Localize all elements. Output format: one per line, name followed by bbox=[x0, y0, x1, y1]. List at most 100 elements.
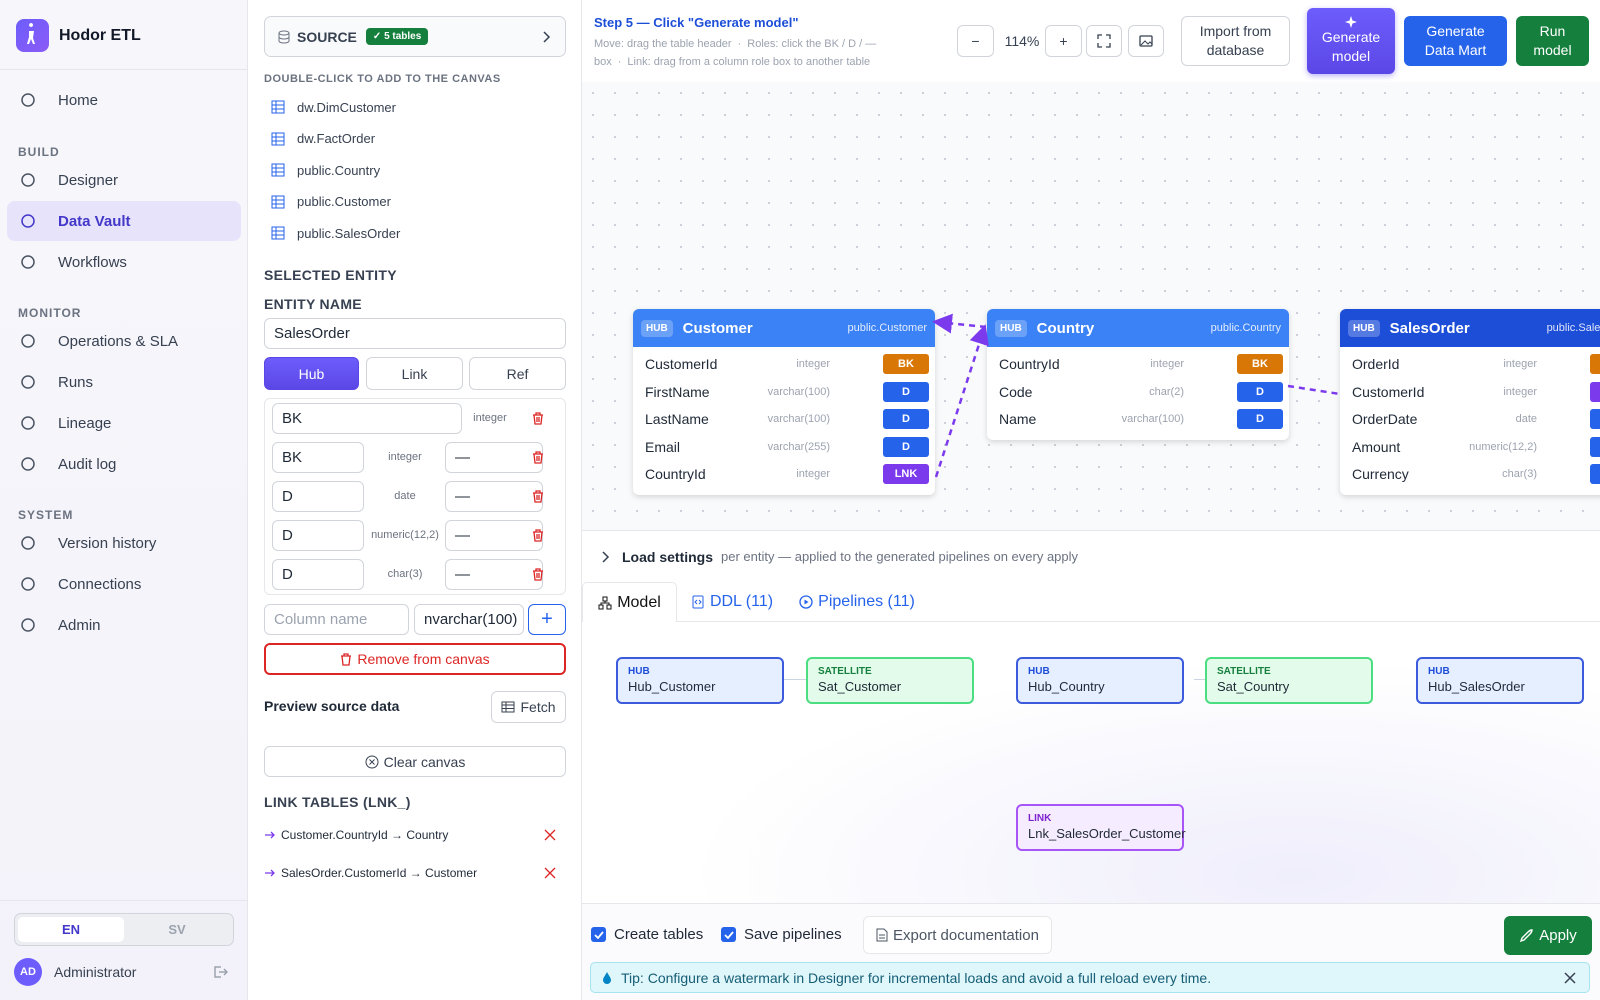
nav-item[interactable]: Connections bbox=[7, 564, 241, 604]
type-button[interactable]: Ref bbox=[469, 357, 566, 390]
source-table[interactable]: dw.FactOrder bbox=[270, 131, 375, 147]
zoom-in[interactable]: + bbox=[1045, 25, 1082, 57]
node-kind: SATELLITE bbox=[1217, 666, 1271, 677]
column-ref[interactable]: — bbox=[445, 481, 543, 512]
icon bbox=[20, 333, 47, 349]
column-name[interactable]: BK bbox=[272, 442, 364, 473]
nav-item[interactable]: Runs bbox=[7, 362, 241, 402]
nav-item[interactable]: Operations & SLA bbox=[7, 321, 241, 361]
tab[interactable]: DDL (11) bbox=[682, 582, 782, 622]
column-name[interactable]: BK bbox=[272, 403, 462, 434]
column-name[interactable]: D bbox=[272, 559, 364, 590]
import-button[interactable]: Import from database bbox=[1181, 16, 1290, 66]
type-button[interactable]: Hub bbox=[264, 357, 359, 390]
role-badge[interactable]: D bbox=[1237, 381, 1283, 402]
export-doc[interactable]: Export documentation bbox=[863, 916, 1052, 954]
clear-button[interactable]: Clear canvas bbox=[264, 746, 566, 777]
column-ref[interactable]: — bbox=[445, 520, 543, 551]
role-badge[interactable]: BK bbox=[1237, 354, 1283, 374]
column-ref[interactable]: — bbox=[445, 442, 543, 473]
add-column[interactable]: + bbox=[528, 604, 566, 635]
source-box[interactable]: SOURCE ✓ 5 tables bbox=[264, 16, 566, 57]
model-node[interactable]: SATELLITE Sat_Country bbox=[1205, 657, 1373, 704]
load-settings[interactable]: Load settings per entity — applied to th… bbox=[582, 530, 1600, 582]
nav-item[interactable]: Version history bbox=[7, 523, 241, 563]
tab-label: Model bbox=[617, 594, 661, 611]
role-badge[interactable]: LNK bbox=[883, 464, 929, 484]
remove-button[interactable]: Remove from canvas bbox=[264, 643, 566, 675]
source-table[interactable]: public.Country bbox=[270, 162, 380, 178]
nav-item[interactable]: Admin bbox=[7, 605, 241, 645]
remove-link[interactable] bbox=[544, 867, 556, 879]
entity-table[interactable]: HUB SalesOrder public.SalesOrder OrderId int… bbox=[1340, 309, 1600, 495]
nav-item[interactable]: Data Vault bbox=[7, 201, 241, 241]
apply-button[interactable]: Apply bbox=[1504, 916, 1592, 955]
type-button[interactable]: Link bbox=[366, 357, 463, 390]
role-badge[interactable]: D bbox=[883, 381, 929, 402]
role-badge[interactable]: D bbox=[883, 409, 929, 429]
delete-column[interactable] bbox=[532, 490, 544, 506]
nav-item[interactable]: Home bbox=[7, 80, 241, 120]
source-table[interactable]: dw.DimCustomer bbox=[270, 99, 396, 115]
help-text: · bbox=[737, 38, 742, 50]
model-node[interactable]: HUB Hub_Customer bbox=[616, 657, 784, 704]
close-icon[interactable] bbox=[1563, 971, 1577, 985]
model-node[interactable]: HUB Hub_Country bbox=[1016, 657, 1184, 704]
delete-column[interactable] bbox=[532, 451, 544, 467]
role-badge[interactable]: LNK bbox=[1590, 381, 1600, 402]
nav-item[interactable]: Lineage bbox=[7, 403, 241, 443]
entity-row: CustomerId integer LNK bbox=[1340, 379, 1600, 407]
export-image[interactable] bbox=[1128, 25, 1164, 57]
generate-model[interactable]: Generate model bbox=[1307, 8, 1395, 74]
role-badge[interactable]: D bbox=[1237, 409, 1283, 429]
icon bbox=[20, 576, 47, 592]
lang-en[interactable]: EN bbox=[18, 917, 124, 942]
nav-item[interactable]: Designer bbox=[7, 160, 241, 200]
delete-column[interactable] bbox=[532, 412, 544, 428]
column-ref[interactable]: — bbox=[445, 559, 543, 590]
fit-view[interactable] bbox=[1086, 25, 1122, 57]
node-name: Hub_Customer bbox=[628, 679, 716, 694]
model-node[interactable]: HUB Hub_SalesOrder bbox=[1416, 657, 1584, 704]
source-table[interactable]: public.Customer bbox=[270, 194, 391, 210]
lang-sv[interactable]: SV bbox=[168, 922, 186, 937]
run-model[interactable]: Run model bbox=[1516, 16, 1589, 66]
entity-header[interactable]: HUB SalesOrder public.SalesOrder bbox=[1340, 309, 1600, 347]
image-icon bbox=[1139, 35, 1153, 47]
new-column-name[interactable]: Column name bbox=[264, 604, 409, 635]
role-badge[interactable]: D bbox=[1590, 464, 1600, 484]
role-badge[interactable]: BK bbox=[1590, 354, 1600, 374]
role-badge[interactable]: D bbox=[1590, 409, 1600, 429]
logout-icon[interactable] bbox=[212, 964, 228, 980]
nav-item[interactable]: Audit log bbox=[7, 444, 241, 484]
column-name[interactable]: D bbox=[272, 481, 364, 512]
entity-header[interactable]: HUB Customer public.Customer bbox=[633, 309, 935, 347]
entity-name-input[interactable]: SalesOrder bbox=[264, 318, 566, 349]
role-badge[interactable]: BK bbox=[883, 354, 929, 374]
delete-column[interactable] bbox=[532, 568, 544, 584]
tab[interactable]: Pipelines (11) bbox=[792, 582, 922, 622]
save-pipelines-label: Save pipelines bbox=[744, 926, 842, 943]
generate-mart[interactable]: Generate Data Mart bbox=[1404, 16, 1507, 66]
fetch-button[interactable]: Fetch bbox=[491, 691, 566, 723]
zoom-out[interactable]: − bbox=[957, 25, 994, 57]
role-badge[interactable]: D bbox=[883, 436, 929, 457]
model-node[interactable]: LINK Lnk_SalesOrder_Customer bbox=[1016, 804, 1186, 851]
entity-table[interactable]: HUB Customer public.Customer CustomerId inte… bbox=[633, 309, 935, 495]
column-name: FirstName bbox=[645, 383, 710, 400]
entity-table[interactable]: HUB Country public.Country CountryId integer… bbox=[987, 309, 1289, 440]
divider bbox=[0, 900, 248, 901]
model-node[interactable]: SATELLITE Sat_Customer bbox=[806, 657, 974, 704]
delete-column[interactable] bbox=[532, 529, 544, 545]
source-table[interactable]: public.SalesOrder bbox=[270, 225, 400, 241]
save-pipelines[interactable]: Save pipelines bbox=[721, 926, 842, 943]
nav-item[interactable]: Workflows bbox=[7, 242, 241, 282]
remove-link[interactable] bbox=[544, 829, 556, 841]
entity-header[interactable]: HUB Country public.Country bbox=[987, 309, 1289, 347]
create-tables[interactable]: Create tables bbox=[591, 926, 703, 943]
column-name[interactable]: D bbox=[272, 520, 364, 551]
tab[interactable]: Model bbox=[582, 582, 677, 623]
role-badge[interactable]: D bbox=[1590, 436, 1600, 457]
new-column-type[interactable]: nvarchar(100) bbox=[414, 604, 524, 635]
